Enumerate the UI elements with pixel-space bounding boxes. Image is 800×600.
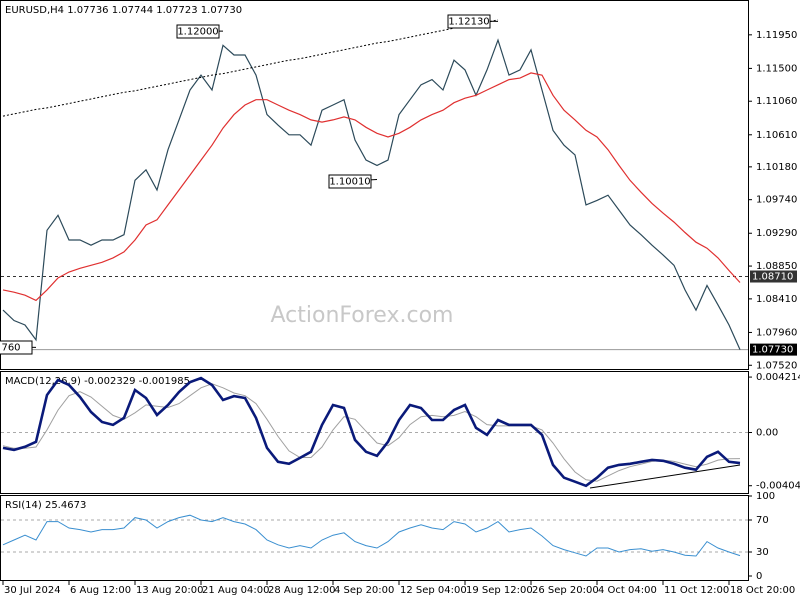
x-tick-label: 4 Oct 04:00 <box>598 585 657 596</box>
annotation: 1.10010 <box>329 177 370 188</box>
x-tick-label: 26 Sep 20:00 <box>532 585 599 596</box>
y-tick-label: 1.09290 <box>756 228 797 239</box>
x-tick-label: 13 Aug 20:00 <box>136 585 203 596</box>
series-line <box>2 72 741 302</box>
series-line <box>2 38 741 350</box>
y-tick-label: 1.07520 <box>756 360 797 371</box>
annotation: 1.12130 <box>448 17 489 28</box>
x-tick-label: 19 Sep 12:00 <box>466 585 533 596</box>
series-line <box>2 514 741 557</box>
y-tick-label: 0.004214 <box>756 372 800 383</box>
y-tick-label: 100 <box>756 491 775 502</box>
panel-title: EURUSD,H4 1.07736 1.07744 1.07723 1.0773… <box>5 5 242 16</box>
y-tick-label: 0.00 <box>756 428 778 439</box>
x-tick-label: 4 Sep 20:00 <box>334 585 394 596</box>
x-tick-label: 12 Sep 04:00 <box>400 585 467 596</box>
x-tick-label: 18 Oct 20:00 <box>730 585 795 596</box>
series-line <box>2 383 741 482</box>
y-tick-label: 1.07960 <box>756 327 797 338</box>
panel-title: RSI(14) 25.4673 <box>5 500 86 511</box>
watermark: ActionForex.com <box>271 303 454 328</box>
y-tick-label: 1.09740 <box>756 195 797 206</box>
panel-title: MACD(12,26,9) -0.002329 -0.001985 <box>5 376 190 387</box>
price-panel <box>0 0 749 370</box>
x-tick-label: 30 Jul 2024 <box>4 585 61 596</box>
rsi-panel <box>0 495 749 581</box>
y-tick-label: 1.08410 <box>756 294 797 305</box>
y-tick-label: 30 <box>756 547 769 558</box>
series-line <box>2 376 741 488</box>
x-tick-label: 21 Aug 04:00 <box>202 585 269 596</box>
annotation-box <box>0 340 33 355</box>
annotation-box <box>328 174 372 189</box>
y-tick-label: 1.10180 <box>756 162 797 173</box>
y-tick-label: -0.004047 <box>756 481 800 492</box>
y-tick-label: 0 <box>756 571 762 582</box>
y-tick-label: 1.08850 <box>756 261 797 272</box>
x-tick-label: 11 Oct 12:00 <box>664 585 729 596</box>
y-tick-label: 1.11500 <box>756 63 797 74</box>
annotation-box <box>447 14 491 29</box>
y-tick-label: 1.10610 <box>756 130 797 141</box>
x-tick-label: 28 Aug 12:00 <box>268 585 335 596</box>
price-level-box <box>750 343 797 356</box>
y-tick-label: 1.11950 <box>756 30 797 41</box>
y-tick-label: 1.11060 <box>756 96 797 107</box>
price-level-box <box>750 270 797 283</box>
annotation: 1.12000 <box>177 27 218 38</box>
annotation: 760 <box>1 343 20 354</box>
annotation-box <box>176 24 220 39</box>
y-tick-label: 70 <box>756 515 769 526</box>
series-line <box>2 19 499 117</box>
price-level-label: 1.08710 <box>752 272 793 283</box>
price-level-label: 1.07730 <box>752 345 793 356</box>
macd-trendline <box>589 464 741 489</box>
x-tick-label: 6 Aug 12:00 <box>70 585 131 596</box>
